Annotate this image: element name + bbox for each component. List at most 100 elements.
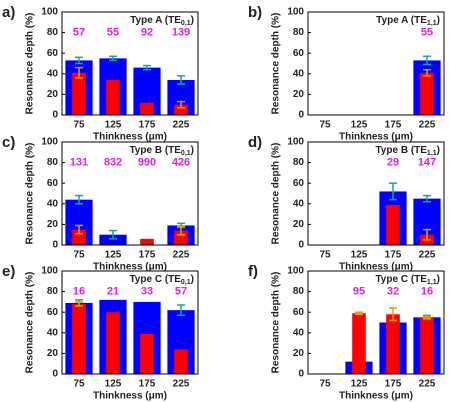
chart-title: Type C (TE0,1): [129, 274, 194, 286]
top-label: 990: [138, 157, 156, 169]
plot-frame: [307, 11, 445, 116]
x-tick-label: 175: [139, 379, 156, 390]
y-tick-label: 100: [287, 7, 304, 18]
x-tick-label: 75: [73, 250, 85, 261]
x-axis-label: Thinkness (μm): [93, 132, 167, 143]
bar: [106, 312, 120, 374]
bar: [72, 303, 86, 374]
x-tick-label: 175: [385, 120, 402, 131]
top-label: 21: [107, 286, 119, 298]
panel-label: a): [2, 4, 15, 21]
error-bar: [355, 311, 363, 316]
y-axis-label: Resonance depth (%): [25, 272, 36, 374]
y-tick-label: 40: [293, 198, 305, 209]
x-axis-label: Thinkness (μm): [93, 391, 167, 402]
x-tick-label: 75: [319, 379, 331, 390]
error-bar: [389, 307, 397, 322]
plot-frame: [307, 270, 445, 375]
x-tick-label: 225: [419, 120, 436, 131]
panel-label: f): [248, 263, 258, 280]
y-tick-label: 20: [293, 348, 305, 359]
top-label: 426: [172, 157, 190, 169]
plot-frame: [61, 11, 199, 116]
y-tick-label: 20: [293, 219, 305, 230]
top-label: 55: [421, 27, 433, 39]
title-part: 1,1: [427, 20, 437, 27]
title-part: ): [191, 274, 194, 285]
bar: [174, 349, 188, 374]
y-tick-label: 60: [293, 307, 305, 318]
bar: [140, 333, 154, 374]
top-label: 16: [73, 286, 85, 298]
title-part: 0,1: [181, 20, 191, 27]
top-label: 832: [104, 157, 122, 169]
error-bar: [75, 224, 83, 235]
x-tick-label: 125: [105, 379, 122, 390]
y-tick-label: 100: [41, 266, 58, 277]
x-tick-label: 75: [319, 250, 331, 261]
top-label: 29: [387, 157, 399, 169]
y-tick-label: 20: [47, 89, 59, 100]
bar: [140, 102, 154, 115]
y-axis-label: Resonance depth (%): [271, 143, 282, 245]
y-tick-label: 80: [293, 157, 305, 168]
y-tick-label: 80: [47, 27, 59, 38]
plot-frame: [307, 141, 445, 246]
chart-title: Type A (TE1,1): [376, 15, 440, 27]
bar: [386, 314, 400, 374]
x-tick-label: 125: [351, 379, 368, 390]
y-tick-label: 0: [298, 110, 304, 121]
title-part: ): [437, 15, 440, 26]
error-bar: [143, 64, 151, 71]
x-tick-label: 175: [139, 250, 156, 261]
x-axis-label: Thinkness (μm): [339, 391, 413, 402]
y-axis-label: Resonance depth (%): [271, 272, 282, 374]
title-part: 1,1: [427, 279, 437, 286]
y-tick-label: 60: [293, 178, 305, 189]
panel-label: b): [248, 4, 262, 21]
title-part: ): [437, 274, 440, 285]
error-bar: [177, 225, 185, 236]
top-label: 32: [387, 286, 399, 298]
chart-title: Type B (TE0,1): [129, 145, 194, 157]
title-part: Type A (TE: [376, 15, 427, 26]
y-tick-label: 100: [287, 137, 304, 148]
bar: [420, 317, 434, 374]
plot-frame: [61, 270, 199, 375]
error-bar: [75, 56, 83, 65]
error-bar: [423, 315, 431, 320]
title-part: 1,1: [427, 150, 437, 157]
top-label: 92: [141, 27, 153, 39]
plot-frame: [61, 141, 199, 246]
x-tick-label: 125: [105, 120, 122, 131]
x-axis-label: Thinkness (μm): [339, 262, 413, 273]
x-axis-label: Thinkness (μm): [339, 132, 413, 143]
title-part: ): [437, 145, 440, 156]
y-tick-label: 0: [298, 240, 304, 251]
y-tick-label: 40: [47, 198, 59, 209]
x-axis-label: Thinkness (μm): [93, 262, 167, 273]
y-tick-label: 60: [47, 48, 59, 59]
y-tick-label: 60: [47, 178, 59, 189]
x-tick-label: 175: [385, 250, 402, 261]
y-tick-label: 80: [293, 27, 305, 38]
y-axis-label: Resonance depth (%): [25, 143, 36, 245]
bar: [386, 204, 400, 245]
y-tick-label: 0: [298, 369, 304, 380]
top-label: 57: [73, 27, 85, 39]
title-part: 0,1: [181, 279, 191, 286]
error-bar: [389, 182, 397, 201]
error-bar: [177, 100, 185, 109]
x-tick-label: 125: [105, 250, 122, 261]
error-bar: [75, 194, 83, 205]
error-bar: [423, 68, 431, 77]
y-tick-label: 80: [47, 286, 59, 297]
bar: [72, 72, 86, 115]
x-tick-label: 125: [351, 250, 368, 261]
top-label: 57: [175, 286, 187, 298]
chart-title: Type C (TE1,1): [375, 274, 440, 286]
title-part: Type C (TE: [375, 274, 427, 285]
y-tick-label: 40: [47, 327, 59, 338]
x-tick-label: 125: [351, 120, 368, 131]
